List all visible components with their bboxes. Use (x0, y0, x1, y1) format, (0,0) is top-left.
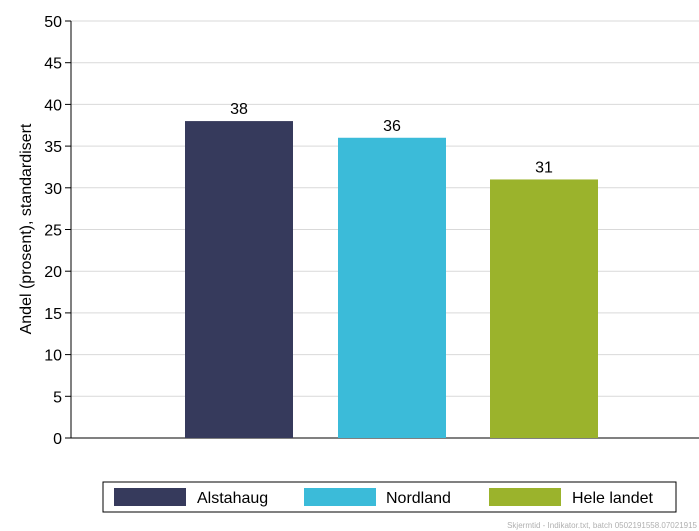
y-tick-label: 35 (44, 139, 62, 156)
y-tick-label: 40 (44, 97, 62, 114)
data-label: 36 (383, 118, 401, 135)
data-label: 31 (535, 159, 553, 176)
footnote: Skjermtid - Indikator.txt, batch 0502191… (507, 521, 697, 530)
data-labels: 38 36 31 (230, 101, 553, 176)
y-tick-label: 5 (53, 389, 62, 406)
bar-hele-landet (490, 179, 598, 438)
legend-swatch (489, 488, 561, 506)
y-tick-label: 0 (53, 431, 62, 448)
y-tick-label: 15 (44, 306, 62, 323)
legend-label: Hele landet (572, 490, 654, 507)
legend-label: Nordland (386, 490, 451, 507)
y-tick-label: 45 (44, 56, 62, 73)
legend-label: Alstahaug (197, 490, 268, 507)
y-tick-label: 10 (44, 348, 62, 365)
data-label: 38 (230, 101, 248, 118)
y-axis-title: Andel (prosent), standardisert (18, 123, 35, 334)
bars (185, 121, 598, 438)
y-tick-label: 50 (44, 14, 62, 31)
legend-swatch (114, 488, 186, 506)
y-tick-label: 20 (44, 264, 62, 281)
bar-alstahaug (185, 121, 293, 438)
legend-swatch (304, 488, 376, 506)
y-axis-ticks: 0 5 10 15 20 25 30 35 40 45 50 (44, 14, 71, 448)
bar-nordland (338, 137, 446, 438)
y-tick-label: 30 (44, 181, 62, 198)
legend-box (102, 481, 677, 513)
legend: Alstahaug Nordland Hele landet (102, 481, 677, 513)
y-tick-label: 25 (44, 223, 62, 240)
